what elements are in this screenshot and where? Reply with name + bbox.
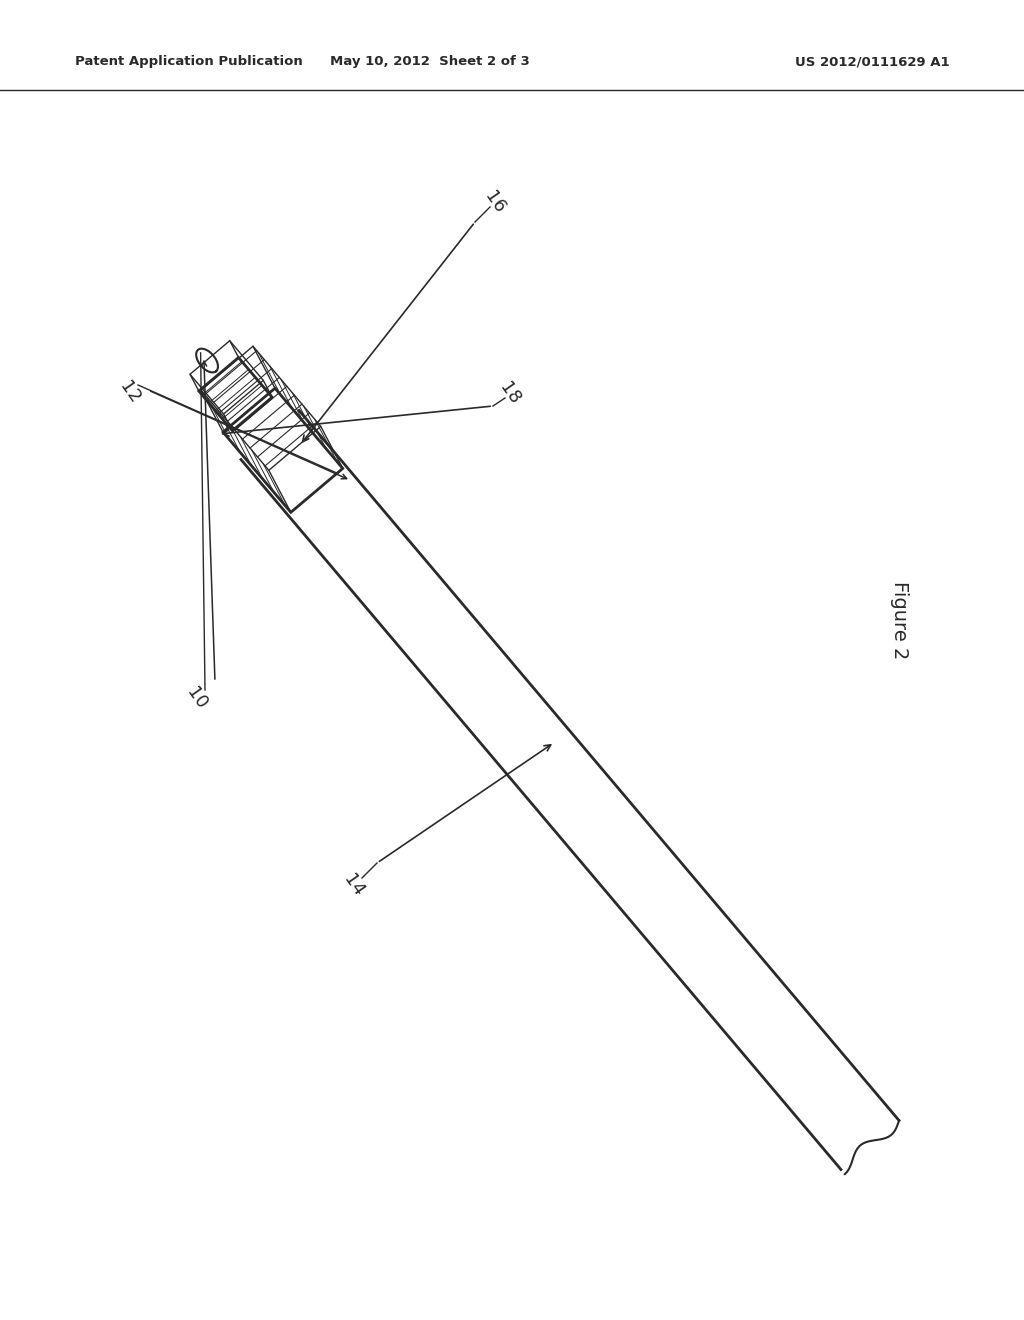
Text: Figure 2: Figure 2	[891, 581, 909, 659]
Text: US 2012/0111629 A1: US 2012/0111629 A1	[796, 55, 950, 69]
Text: 10: 10	[183, 684, 211, 713]
Text: 18: 18	[496, 379, 524, 408]
Text: 14: 14	[340, 871, 368, 900]
Text: May 10, 2012  Sheet 2 of 3: May 10, 2012 Sheet 2 of 3	[330, 55, 529, 69]
Text: 12: 12	[116, 379, 144, 408]
Text: 16: 16	[481, 187, 509, 216]
Text: Patent Application Publication: Patent Application Publication	[75, 55, 303, 69]
